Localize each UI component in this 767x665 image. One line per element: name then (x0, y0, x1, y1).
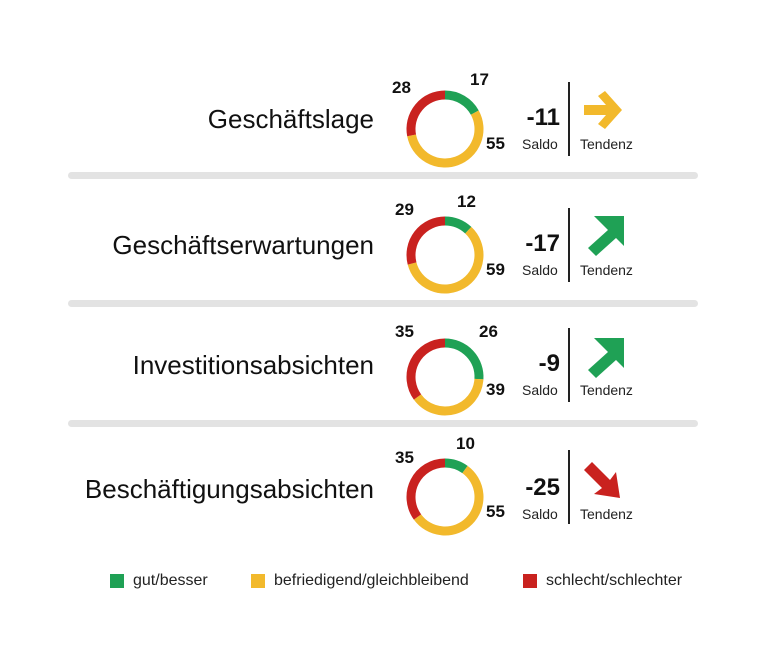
legend-label: schlecht/schlechter (546, 572, 683, 589)
trend-arrow-shape (588, 338, 624, 378)
legend-item-neutral: befriedigend/gleichbleibend (251, 572, 469, 590)
trend-arrow-shape (588, 216, 624, 256)
trend-arrow-up-icon (588, 338, 624, 378)
divider-line (568, 208, 570, 282)
trend-caption: Tendenz (580, 506, 633, 522)
trend-arrow-right-icon (584, 91, 622, 129)
divider-line (568, 450, 570, 524)
legend-swatch-neutral (251, 574, 265, 588)
donut-chart (406, 90, 484, 168)
donut-segment-good (444, 216, 472, 234)
value-bad: 28 (392, 78, 411, 97)
donut-segment-bad (406, 338, 446, 400)
row-separator (68, 172, 698, 179)
donut-segment-neutral (413, 465, 484, 536)
trend-caption: Tendenz (580, 136, 633, 152)
trend-arrow-shape (584, 462, 620, 498)
row-label: Beschäftigungsabsichten (84, 474, 374, 504)
value-good: 10 (456, 434, 475, 453)
trend-arrow-down-icon (584, 462, 620, 498)
row-geschaeftserwartungen: Geschäftserwartungen 29 12 59 -17 Saldo … (0, 192, 767, 316)
row-label: Geschäftslage (207, 104, 374, 134)
trend-caption: Tendenz (580, 262, 633, 278)
trend-arrow-shape (584, 91, 622, 129)
legend-item-good: gut/besser (110, 572, 208, 590)
legend: gut/besser befriedigend/gleichbleibend s… (0, 572, 767, 596)
value-bad: 35 (395, 448, 414, 467)
saldo-caption: Saldo (522, 262, 558, 278)
donut-chart (406, 216, 484, 294)
legend-swatch-good (110, 574, 124, 588)
row-beschaeftigungsabsichten: Beschäftigungsabsichten 35 10 55 -25 Sal… (0, 434, 767, 558)
donut-segment-neutral (407, 226, 484, 294)
donut-segment-good (444, 458, 468, 474)
value-good: 17 (470, 70, 489, 89)
donut-segment-bad (406, 458, 446, 520)
legend-item-bad: schlecht/schlechter (523, 572, 682, 590)
saldo-value: -11 (526, 104, 560, 131)
saldo-caption: Saldo (522, 382, 558, 398)
donut-segment-bad (406, 216, 446, 265)
value-bad: 35 (395, 322, 414, 341)
value-good: 12 (457, 192, 476, 211)
value-bad: 29 (395, 200, 414, 219)
donut-segment-good (444, 338, 484, 380)
donut-chart (406, 458, 484, 536)
value-neutral: 59 (486, 260, 505, 279)
donut-segment-bad (406, 90, 446, 137)
divider-line (568, 328, 570, 402)
donut-segment-neutral (407, 110, 484, 168)
row-separator (68, 420, 698, 427)
divider-line (568, 82, 570, 156)
legend-swatch-bad (523, 574, 537, 588)
trend-arrow-up-icon (588, 216, 624, 256)
saldo-value: -25 (525, 474, 560, 501)
value-neutral: 55 (486, 134, 505, 153)
value-good: 26 (479, 322, 498, 341)
row-investitionsabsichten: Investitionsabsichten 35 26 39 -9 Saldo … (0, 318, 767, 438)
donut-segment-good (444, 90, 479, 116)
row-separator (68, 300, 698, 307)
saldo-caption: Saldo (522, 136, 558, 152)
row-label: Geschäftserwartungen (112, 230, 374, 260)
trend-caption: Tendenz (580, 382, 633, 398)
saldo-value: -17 (525, 230, 560, 257)
value-neutral: 39 (486, 380, 505, 399)
saldo-caption: Saldo (522, 506, 558, 522)
value-neutral: 55 (486, 502, 505, 521)
legend-label: befriedigend/gleichbleibend (274, 572, 469, 589)
donut-chart (406, 338, 484, 416)
row-geschaeftslage: Geschäftslage 28 17 55 -11 Saldo Tendenz (0, 70, 767, 192)
saldo-value: -9 (538, 350, 560, 377)
row-label: Investitionsabsichten (132, 350, 374, 380)
donut-segment-neutral (413, 378, 484, 416)
legend-label: gut/besser (133, 572, 208, 589)
